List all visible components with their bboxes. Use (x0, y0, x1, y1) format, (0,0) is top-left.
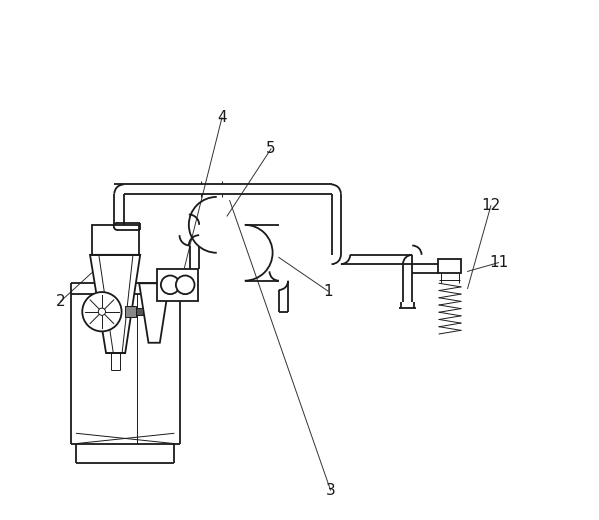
Bar (158, 269, 198, 302)
Bar (136, 308, 143, 315)
Bar (438, 259, 461, 274)
Text: 2: 2 (56, 294, 65, 309)
Text: 12: 12 (481, 198, 501, 213)
Circle shape (161, 276, 180, 294)
Bar (125, 306, 136, 317)
Circle shape (176, 276, 195, 294)
Polygon shape (90, 255, 140, 353)
Text: 3: 3 (326, 483, 335, 498)
Text: 1: 1 (323, 283, 333, 298)
Text: 5: 5 (266, 141, 276, 157)
Circle shape (98, 308, 105, 315)
Text: 4: 4 (217, 110, 227, 125)
Circle shape (82, 292, 122, 331)
Bar (92, 225, 139, 255)
Text: 11: 11 (489, 255, 509, 270)
Polygon shape (139, 283, 169, 343)
